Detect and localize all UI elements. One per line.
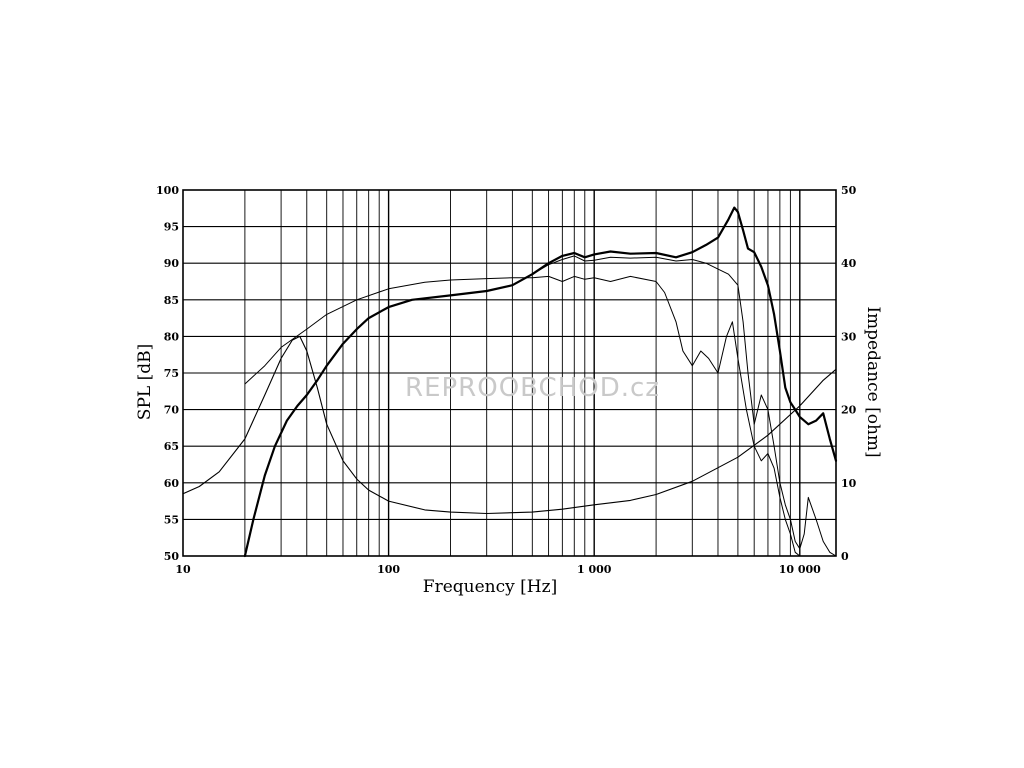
x-axis-title: Frequency [Hz] <box>423 577 557 597</box>
y-tick-label: 85 <box>164 294 179 307</box>
x-tick-label: 10 000 <box>779 563 821 576</box>
x-tick-label: 100 <box>377 563 400 576</box>
y2-tick-label: 30 <box>841 330 857 343</box>
series-line-spl-30deg <box>531 255 837 557</box>
series-line-impedance-free-air <box>244 277 533 385</box>
series-layer <box>182 206 838 558</box>
y-tick-label: 60 <box>164 477 180 490</box>
x-tick-label: 1 000 <box>577 563 612 576</box>
y2-tick-label: 10 <box>841 477 857 490</box>
y2-axis-title: Impedance [ohm] <box>863 306 883 457</box>
y2-tick-label: 40 <box>841 257 857 270</box>
y-tick-label: 75 <box>164 367 179 380</box>
y-tick-label: 65 <box>164 440 179 453</box>
x-tick-labels: 10 100 1 000 10 000 <box>175 563 821 576</box>
y-tick-label: 80 <box>164 330 180 343</box>
y2-tick-labels: 0 10 20 30 40 50 <box>841 184 857 563</box>
y-axis-title: SPL [dB] <box>135 344 155 420</box>
y2-tick-label: 50 <box>841 184 857 197</box>
y-tick-label: 50 <box>164 550 180 563</box>
y2-tick-label: 20 <box>841 404 857 417</box>
series-line-impedance <box>182 335 837 515</box>
y-tick-labels: 50 55 60 65 70 75 80 85 90 95 100 <box>156 184 179 563</box>
series-line-spl-60deg <box>531 275 801 557</box>
y-tick-label: 55 <box>164 513 179 526</box>
y-tick-label: 100 <box>156 184 179 197</box>
watermark: REPROOBCHOD.cz <box>405 373 660 403</box>
y-tick-label: 95 <box>164 221 179 234</box>
x-tick-label: 10 <box>175 563 191 576</box>
plot-frame <box>182 189 837 557</box>
series-line-spl-on-axis <box>243 206 838 558</box>
y-tick-label: 90 <box>164 257 180 270</box>
y2-tick-label: 0 <box>841 550 849 563</box>
y-tick-label: 70 <box>164 404 180 417</box>
